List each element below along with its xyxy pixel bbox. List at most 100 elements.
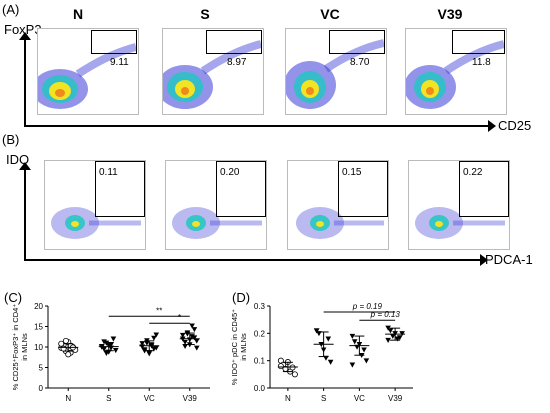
gate-a-v39-value: 11.8 xyxy=(472,57,491,68)
chart1-ytick-label: 0.0 xyxy=(254,384,266,393)
chart1-point xyxy=(396,335,403,341)
chart0-ylabel-line2: in MLNs xyxy=(20,333,29,361)
chart0-point xyxy=(193,345,200,351)
chart0-sig-label: ** xyxy=(156,306,162,315)
chart0-ytick-label: 5 xyxy=(39,364,44,373)
flow-plot-b-s: 0.20 xyxy=(165,160,267,250)
gate-b-vc xyxy=(338,161,388,217)
chart1-ylabel-line1: % IDO⁺ pDC in CD45⁺ xyxy=(230,309,239,385)
chart1-xtick-label: VC xyxy=(354,394,365,403)
flow-plot-a-s: 8.97 xyxy=(162,28,264,115)
flow-plot-b-n: 0.11 xyxy=(44,160,146,250)
chart0-ylabel-line1: % CD25⁺FoxP3⁺ in CD4⁺ xyxy=(11,304,20,391)
chart0-point xyxy=(101,339,107,345)
gate-b-n-value: 0.11 xyxy=(99,167,118,178)
gate-a-s xyxy=(206,30,262,54)
chart0-xtick-label: N xyxy=(65,394,71,403)
chart0-point xyxy=(65,351,72,358)
chart1-point xyxy=(349,333,356,339)
gate-a-s-value: 8.97 xyxy=(227,57,247,68)
chart0-point xyxy=(146,351,153,357)
chart1-point xyxy=(327,359,334,365)
chart1-point xyxy=(387,328,394,334)
flow-plot-b-vc: 0.15 xyxy=(287,160,389,250)
panel-b-label: (B) xyxy=(2,132,20,147)
chart0-xtick-label: V39 xyxy=(183,394,198,403)
chart0-point xyxy=(112,348,119,354)
chart1-xtick-label: V39 xyxy=(388,394,403,403)
chart0-point xyxy=(151,346,157,352)
chart0-point xyxy=(144,340,150,346)
chart0-point xyxy=(153,332,160,338)
gate-a-n-value: 9.11 xyxy=(110,57,129,68)
chart1-xtick-label: S xyxy=(321,394,326,403)
chart1-point xyxy=(351,339,358,345)
header-n: N xyxy=(72,6,84,22)
gate-b-n xyxy=(95,161,145,217)
panel-b-xaxis-line xyxy=(24,259,482,261)
gate-b-v39-value: 0.22 xyxy=(463,167,483,178)
chart-d: 0.0 0.1 0.2 0.3 % IDO⁺ pDC in CD45⁺ in MLNs N S… xyxy=(230,302,413,403)
panel-d-label: (D) xyxy=(232,290,251,305)
chart1-point xyxy=(289,364,296,371)
chart0-sig-label: * xyxy=(178,313,181,322)
header-v39: V39 xyxy=(437,6,463,22)
chart0-point xyxy=(103,350,110,356)
flow-plot-a-vc: 8.70 xyxy=(285,28,387,115)
chart0-point xyxy=(182,339,188,345)
chart1-point xyxy=(277,363,284,370)
chart0-point xyxy=(151,335,157,341)
panel-a-xlabel: CD25 xyxy=(498,118,532,133)
panel-a-xaxis-line xyxy=(24,125,490,127)
gate-b-v39 xyxy=(459,161,509,217)
gate-a-vc xyxy=(329,30,385,54)
gate-a-v39 xyxy=(452,30,505,54)
chart0-point xyxy=(189,323,195,329)
chart1-ytick-label: 0.2 xyxy=(254,329,266,338)
panel-a-ylabel: FoxP3 xyxy=(4,22,42,37)
chart1-ylabel-line2: in MLNs xyxy=(239,333,248,361)
chart1-point xyxy=(389,333,396,339)
panel-b-y-arrow xyxy=(19,162,31,170)
chart1-point xyxy=(385,325,391,331)
panel-b-yaxis-line xyxy=(24,168,26,260)
panel-a-yaxis-line xyxy=(24,38,26,126)
panel-a-y-arrow xyxy=(19,32,31,40)
gate-a-vc-value: 8.70 xyxy=(350,57,370,68)
chart1-point xyxy=(325,336,332,342)
chart0-ytick-label: 0 xyxy=(39,384,44,393)
chart0-point xyxy=(182,343,188,349)
chart0-ytick-label: 10 xyxy=(34,343,43,352)
chart0-point xyxy=(148,342,155,348)
chart1-point xyxy=(349,362,356,368)
chart0-point xyxy=(193,338,200,344)
chart0-point xyxy=(58,340,65,347)
chart0-point xyxy=(98,344,105,350)
flow-plot-a-v39: 11.8 xyxy=(405,28,507,115)
header-s: S xyxy=(200,6,210,22)
gate-a-n xyxy=(91,30,137,54)
panel-a-x-arrow xyxy=(488,120,496,132)
flow-plot-b-v39: 0.22 xyxy=(408,160,510,250)
header-vc: VC xyxy=(320,6,340,22)
gate-b-s xyxy=(216,161,266,217)
panel-c-label: (C) xyxy=(4,290,23,305)
chart1-point xyxy=(385,337,391,343)
chart-c: 0 5 10 15 20 % CD25⁺FoxP3⁺ in CD4⁺ in MLNs N S VC… xyxy=(11,302,210,403)
chart0-xtick-label: S xyxy=(106,394,111,403)
chart1-xtick-label: N xyxy=(285,394,291,403)
chart1-ytick-label: 0.3 xyxy=(254,302,266,311)
chart0-point xyxy=(179,332,186,338)
panel-b-x-arrow xyxy=(480,254,488,266)
chart1-sig-label: p = 0.13 xyxy=(370,310,401,319)
gate-b-vc-value: 0.15 xyxy=(342,167,362,178)
chart1-sig-label: p = 0.19 xyxy=(352,302,383,311)
panel-b-xlabel: PDCA-1 xyxy=(485,252,533,267)
chart1-ytick-label: 0.1 xyxy=(254,357,266,366)
chart0-point xyxy=(139,341,146,347)
chart1-point xyxy=(313,328,320,334)
chart0-point xyxy=(191,335,198,341)
chart0-point xyxy=(110,336,117,342)
chart1-point xyxy=(291,371,298,378)
chart0-xtick-label: VC xyxy=(144,394,155,403)
